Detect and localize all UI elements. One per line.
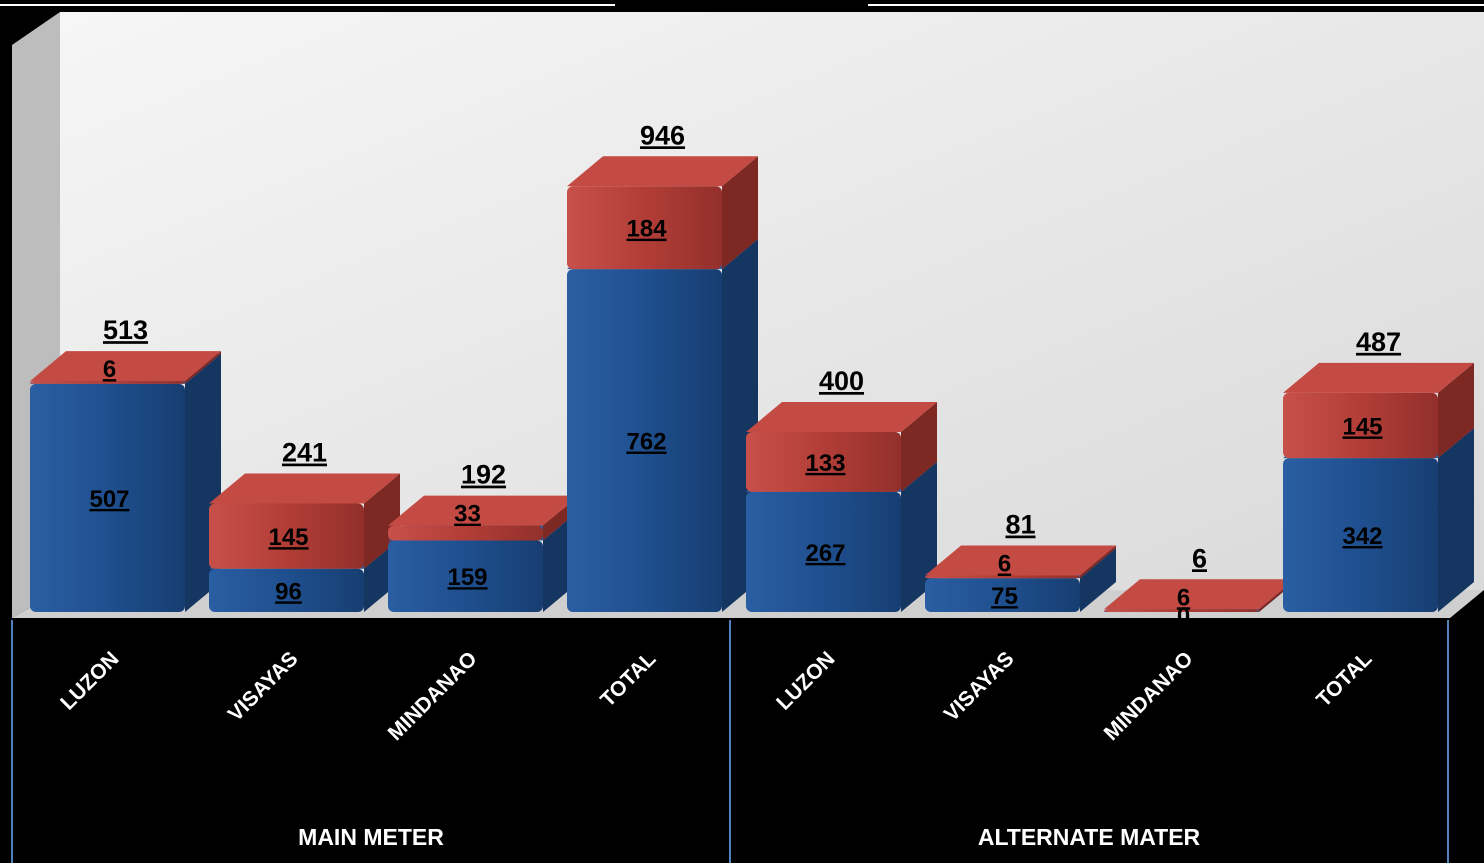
data-label-top: 33 <box>454 501 481 528</box>
bar-top <box>209 473 400 569</box>
bar-top-front <box>30 381 185 384</box>
data-label-total: 400 <box>819 366 864 396</box>
data-label-bottom: 75 <box>991 583 1018 610</box>
bar-top-top <box>209 473 400 504</box>
bar-top-front <box>1283 392 1438 459</box>
bar-top-side <box>185 351 221 384</box>
data-label-total: 946 <box>640 120 685 150</box>
data-label-top: 6 <box>1177 584 1190 611</box>
data-label-top: 145 <box>1342 413 1382 440</box>
bar-top-top <box>1104 579 1295 610</box>
bar-bottom-side <box>1080 548 1116 612</box>
data-label-bottom: 267 <box>805 540 845 567</box>
data-label-bottom: 762 <box>626 429 666 456</box>
bar-top-front <box>746 432 901 492</box>
bar-top-top <box>30 351 221 382</box>
back-wall <box>60 12 1484 590</box>
bar-bottom <box>567 239 758 612</box>
bar-bottom-front <box>567 269 722 612</box>
bar-top-top <box>388 495 579 526</box>
bar-top-side <box>1438 362 1474 459</box>
data-label-top: 145 <box>268 524 308 551</box>
group-label: MAIN METER <box>298 824 444 850</box>
bar-top <box>1283 362 1474 459</box>
data-label-total: 81 <box>1005 510 1035 540</box>
bar-top-front <box>209 503 364 569</box>
bar-top-front <box>1104 609 1259 612</box>
data-label-total: 6 <box>1192 543 1207 573</box>
bar-top <box>388 495 579 541</box>
bar-top-front <box>925 575 1080 579</box>
data-label-top: 184 <box>626 216 667 243</box>
data-label-bottom: 342 <box>1342 523 1382 550</box>
axis-background <box>12 620 1484 863</box>
group-label: ALTERNATE MATER <box>978 824 1201 850</box>
data-label-total: 487 <box>1356 327 1401 357</box>
bar-top <box>30 351 221 384</box>
bar-top-top <box>925 545 1116 576</box>
data-label-total: 513 <box>103 315 148 345</box>
labels-layer: 507 6 513 96 145 241 159 33 192 762 184 946 267 133 40… <box>89 120 1401 630</box>
bar-top-front <box>388 525 543 541</box>
bar-bottom-front <box>30 383 185 612</box>
bar-top <box>567 156 758 270</box>
bar-bottom-front <box>746 491 901 612</box>
bar-top <box>925 545 1116 579</box>
data-label-bottom: 507 <box>89 486 129 513</box>
bar-bottom-front <box>388 540 543 612</box>
data-label-bottom: 159 <box>447 564 487 591</box>
header-band <box>0 0 1484 12</box>
bar-bottom <box>30 353 221 612</box>
bar-bottom-front <box>1283 458 1438 612</box>
bar-top <box>746 402 937 492</box>
data-label-total: 241 <box>282 438 327 468</box>
data-label-total: 192 <box>461 460 506 490</box>
bar-top-side <box>1080 545 1116 579</box>
data-label-bottom: 96 <box>275 578 302 605</box>
data-label-top: 6 <box>998 551 1011 578</box>
bar-bottom-side <box>1438 428 1474 612</box>
data-label-top: 6 <box>103 356 116 383</box>
bar-top-top <box>746 402 937 432</box>
bar-top-top <box>567 156 758 187</box>
bar-top-front <box>567 186 722 270</box>
bar-top-side <box>901 402 937 492</box>
data-label-top: 133 <box>805 450 845 477</box>
bar-top-side <box>722 156 758 270</box>
bar-bottom-front <box>925 578 1080 612</box>
bar-bottom-front <box>209 568 364 612</box>
bar-top-top <box>1283 362 1474 393</box>
bars-layer <box>30 156 1474 612</box>
